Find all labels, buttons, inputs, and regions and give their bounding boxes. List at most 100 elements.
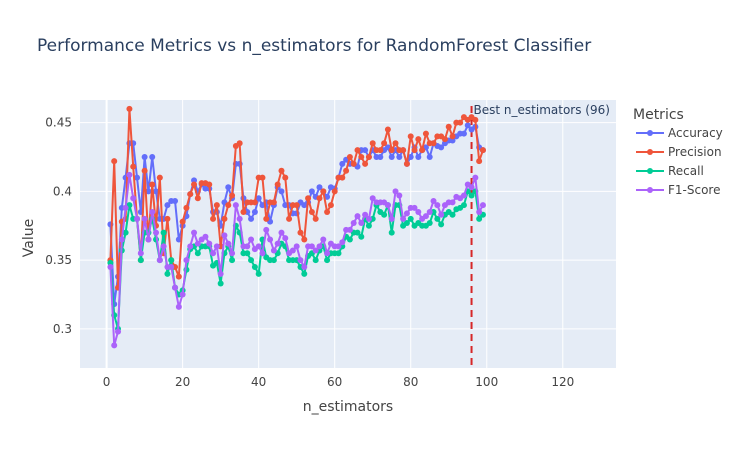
data-point	[457, 119, 464, 126]
data-point	[137, 250, 144, 257]
data-point	[381, 140, 388, 147]
legend-item[interactable]: Accuracy	[636, 126, 723, 140]
data-point	[396, 192, 403, 199]
data-point	[107, 259, 114, 266]
legend-item[interactable]: F1-Score	[636, 183, 720, 197]
data-point	[278, 167, 285, 174]
legend-swatch-marker	[647, 130, 653, 136]
data-point	[251, 199, 258, 206]
data-point	[118, 236, 125, 243]
data-point	[415, 136, 422, 143]
data-point	[153, 188, 160, 195]
data-point	[111, 342, 118, 349]
best-marker: Best n_estimators (96)	[470, 103, 610, 368]
data-point	[365, 215, 372, 222]
data-point	[145, 188, 152, 195]
data-point	[179, 218, 186, 225]
data-point	[255, 270, 262, 277]
data-point	[426, 220, 433, 227]
data-point	[149, 209, 156, 216]
legend-item[interactable]: Precision	[636, 145, 722, 159]
data-point	[438, 211, 445, 218]
legend-label: Precision	[668, 145, 722, 159]
legend-label: F1-Score	[668, 183, 720, 197]
data-point	[236, 215, 243, 222]
data-point	[354, 147, 361, 154]
data-point	[468, 184, 475, 191]
legend-label: Accuracy	[668, 126, 723, 140]
data-point	[221, 215, 228, 222]
data-point	[194, 240, 201, 247]
data-point	[134, 215, 141, 222]
data-point	[194, 250, 201, 257]
data-point	[388, 154, 395, 161]
data-point	[407, 133, 414, 140]
data-point	[479, 202, 486, 209]
data-point	[122, 229, 129, 236]
data-point	[130, 195, 137, 202]
data-point	[377, 147, 384, 154]
plot-area	[80, 100, 616, 368]
data-point	[187, 243, 194, 250]
data-point	[476, 209, 483, 216]
data-point	[339, 239, 346, 246]
data-point	[362, 211, 369, 218]
data-point	[388, 229, 395, 236]
data-point	[312, 257, 319, 264]
data-point	[225, 184, 232, 191]
data-point	[278, 188, 285, 195]
data-point	[460, 202, 467, 209]
data-point	[384, 202, 391, 209]
x-tick-label: 40	[251, 375, 266, 389]
x-tick-label: 120	[551, 375, 574, 389]
data-point	[191, 177, 198, 184]
data-point	[263, 226, 270, 233]
data-point	[248, 257, 255, 264]
data-point	[160, 243, 167, 250]
data-point	[358, 154, 365, 161]
data-point	[346, 236, 353, 243]
data-point	[312, 247, 319, 254]
x-tick-label: 20	[175, 375, 190, 389]
data-point	[422, 130, 429, 137]
data-point	[168, 257, 175, 264]
data-point	[172, 284, 179, 291]
data-point	[286, 215, 293, 222]
data-point	[419, 147, 426, 154]
data-point	[441, 136, 448, 143]
data-point	[175, 273, 182, 280]
data-point	[153, 229, 160, 236]
data-point	[160, 229, 167, 236]
legend-swatch-marker	[647, 168, 653, 174]
data-point	[213, 202, 220, 209]
data-point	[175, 303, 182, 310]
legend-item[interactable]: Recall	[636, 164, 704, 178]
data-point	[407, 154, 414, 161]
data-point	[236, 140, 243, 147]
y-tick-label: 0.35	[45, 253, 72, 267]
data-point	[339, 160, 346, 167]
data-point	[278, 229, 285, 236]
data-point	[126, 171, 133, 178]
data-point	[130, 163, 137, 170]
data-point	[346, 226, 353, 233]
data-point	[194, 195, 201, 202]
data-point	[187, 191, 194, 198]
data-point	[282, 235, 289, 242]
data-point	[137, 257, 144, 264]
data-point	[126, 105, 133, 112]
data-point	[362, 147, 369, 154]
data-point	[149, 181, 156, 188]
x-axis-label: n_estimators	[303, 399, 393, 415]
data-point	[274, 181, 281, 188]
x-tick-label: 60	[327, 375, 342, 389]
best-estimator-annotation: Best n_estimators (96)	[474, 103, 610, 117]
data-point	[324, 257, 331, 264]
data-point	[449, 133, 456, 140]
data-point	[384, 126, 391, 133]
data-point	[415, 154, 422, 161]
data-point	[289, 247, 296, 254]
data-point	[411, 204, 418, 211]
data-point	[206, 240, 213, 247]
